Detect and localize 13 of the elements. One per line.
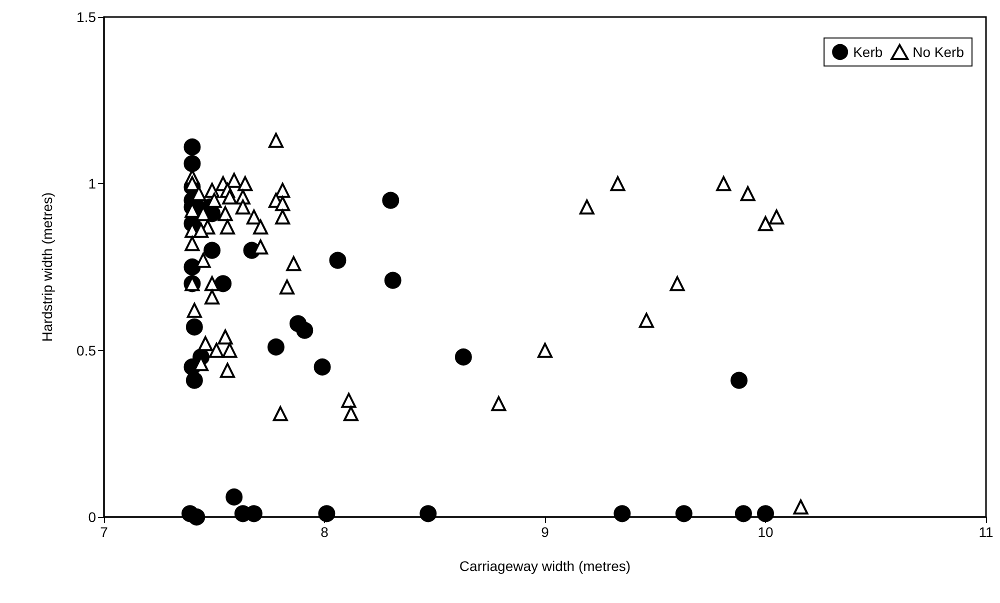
x-tick-label: 7 xyxy=(100,524,108,540)
legend-label: Kerb xyxy=(853,44,883,60)
y-tick-label: 1.5 xyxy=(76,9,96,25)
y-tick-label: 1 xyxy=(88,176,96,192)
x-tick-label: 11 xyxy=(978,524,994,540)
x-axis-title: Carriageway width (metres) xyxy=(459,558,631,574)
y-tick-label: 0 xyxy=(88,509,96,525)
x-tick-label: 8 xyxy=(320,524,329,540)
y-tick-label: 0.5 xyxy=(76,342,96,358)
y-axis-title: Hardstrip width (metres) xyxy=(39,192,55,342)
x-tick-label: 9 xyxy=(541,524,550,540)
legend-label: No Kerb xyxy=(912,44,964,60)
x-tick-label: 10 xyxy=(758,524,774,540)
